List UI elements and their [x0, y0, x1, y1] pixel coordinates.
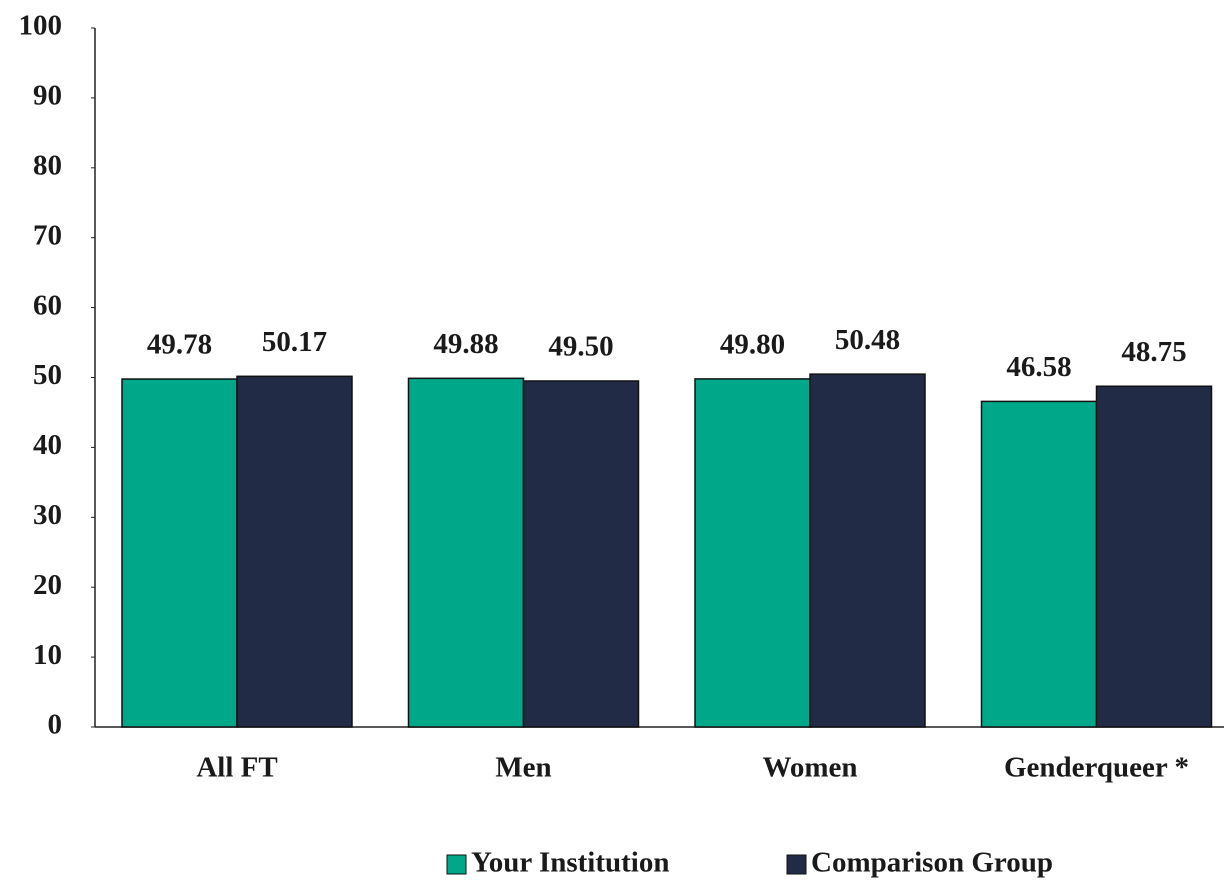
legend-swatch [786, 854, 807, 875]
y-tick-label: 30 [33, 499, 62, 531]
value-label: 50.48 [835, 324, 900, 356]
bar [522, 380, 640, 728]
value-label: 46.58 [1006, 351, 1071, 383]
y-tick-label: 50 [33, 359, 62, 391]
x-tick-label: Genderqueer * [1004, 752, 1189, 784]
bar [407, 377, 525, 728]
value-label: 49.50 [548, 331, 613, 363]
legend-label: Your Institution [471, 847, 670, 879]
value-label: 49.88 [433, 328, 498, 360]
y-tick-label: 20 [33, 569, 62, 601]
value-label: 50.17 [262, 326, 327, 358]
value-label: 48.75 [1121, 336, 1186, 368]
bar [980, 400, 1098, 728]
y-tick-label: 60 [33, 289, 62, 321]
y-tick-label: 0 [48, 709, 63, 741]
bar [121, 378, 238, 728]
y-tick-label: 100 [19, 10, 63, 42]
x-tick-label: Women [762, 752, 857, 784]
y-tick-label: 10 [33, 639, 62, 671]
y-tick-label: 70 [33, 219, 62, 251]
bar [809, 373, 926, 728]
value-label: 49.80 [720, 329, 785, 361]
bar [1095, 385, 1213, 728]
bar [694, 378, 811, 728]
x-tick-label: All FT [196, 752, 277, 784]
x-tick-label: Men [495, 752, 551, 784]
value-label: 49.78 [147, 329, 212, 361]
y-tick-label: 40 [33, 429, 62, 461]
y-tick-label: 80 [33, 149, 62, 181]
legend-label: Comparison Group [811, 847, 1053, 879]
legend-swatch [446, 854, 467, 875]
bar [236, 375, 353, 728]
y-tick-label: 90 [33, 80, 62, 112]
